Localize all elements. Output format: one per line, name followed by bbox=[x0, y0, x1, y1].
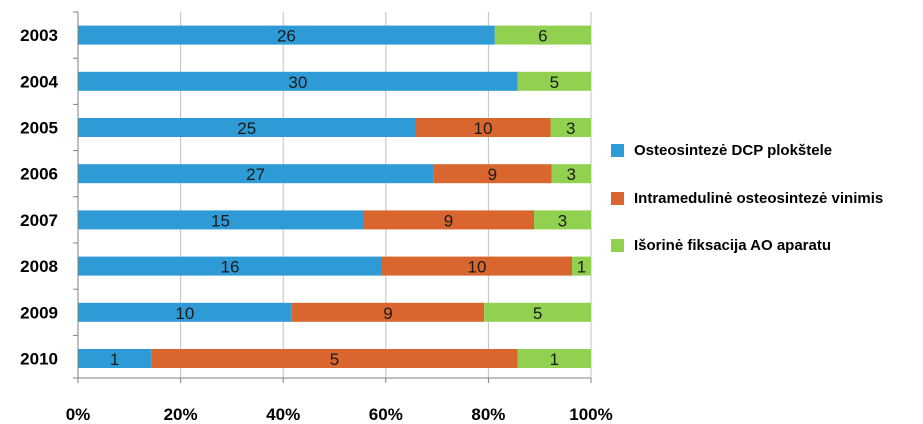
bar-2008-series-1 bbox=[382, 256, 572, 276]
legend-label-dcp: Osteosintezė DCP plokštele bbox=[634, 141, 833, 159]
legend-item-intramedular: Intramedulinė osteosintezė vinimis bbox=[611, 188, 883, 208]
legend-label-intramedular: Intramedulinė osteosintezė vinimis bbox=[634, 189, 884, 207]
bar-2005-series-1 bbox=[415, 118, 551, 137]
data-label-2004-series-2: 5 bbox=[550, 73, 559, 92]
legend-swatch-dcp bbox=[611, 143, 624, 157]
x-tick-label-1: 20% bbox=[164, 405, 198, 424]
bar-2007-series-2 bbox=[534, 210, 591, 230]
data-label-2009-series-2: 5 bbox=[533, 304, 542, 323]
y-tick-label-2006: 2006 bbox=[20, 165, 58, 184]
data-label-2003-series-0: 26 bbox=[277, 27, 296, 46]
x-tick-label-3: 60% bbox=[369, 405, 403, 424]
bars bbox=[78, 25, 591, 368]
data-label-2008-series-0: 16 bbox=[221, 258, 240, 277]
data-label-2007-series-2: 3 bbox=[558, 211, 567, 230]
legend-label-external: Išorinė fiksacija AO aparatu bbox=[634, 236, 832, 254]
bar-2004-series-0 bbox=[78, 71, 518, 91]
bar-2008-series-0 bbox=[78, 256, 382, 276]
bar-2005-series-2 bbox=[550, 118, 591, 137]
data-label-2006-series-1: 9 bbox=[488, 165, 497, 184]
axes bbox=[73, 11, 592, 383]
bar-2006-series-0 bbox=[78, 164, 434, 184]
x-tick-label-4: 80% bbox=[471, 405, 505, 424]
bar-2005-series-0 bbox=[78, 118, 416, 137]
y-tick-label-2009: 2009 bbox=[20, 303, 58, 322]
data-label-2009-series-1: 9 bbox=[383, 304, 392, 323]
bar-2006-series-2 bbox=[551, 164, 591, 184]
data-label-2003-series-2: 6 bbox=[538, 27, 547, 46]
y-tick-label-2008: 2008 bbox=[20, 257, 58, 276]
data-label-2008-series-1: 10 bbox=[468, 258, 487, 277]
data-label-2010-series-0: 1 bbox=[110, 350, 119, 369]
legend-swatch-external bbox=[611, 238, 624, 252]
bar-2010-series-0 bbox=[78, 349, 152, 368]
y-tick-label-2003: 2003 bbox=[20, 26, 58, 45]
data-label-2010-series-2: 1 bbox=[550, 350, 559, 369]
bar-2004-series-2 bbox=[517, 71, 591, 91]
data-label-2005-series-0: 25 bbox=[237, 119, 256, 138]
legend-item-external: Išorinė fiksacija AO aparatu bbox=[611, 235, 831, 255]
data-label-2005-series-1: 10 bbox=[474, 119, 493, 138]
bar-2009-series-1 bbox=[291, 302, 485, 322]
bar-2006-series-1 bbox=[433, 164, 552, 184]
y-tick-label-2005: 2005 bbox=[20, 119, 58, 138]
data-label-2004-series-0: 30 bbox=[288, 73, 307, 92]
bar-2007-series-0 bbox=[78, 210, 363, 230]
labels: 0% 20% 40% 60% 80% 100% 2003 26 6 2004 30 5 2005 25 10… bbox=[20, 26, 613, 424]
y-tick-label-2010: 2010 bbox=[20, 350, 58, 369]
legend-swatch-intramedular bbox=[611, 191, 624, 205]
bar-2003-series-0 bbox=[78, 25, 495, 45]
x-tick-label-5: 100% bbox=[569, 405, 612, 424]
data-label-2007-series-1: 9 bbox=[444, 211, 453, 230]
bar-2009-series-0 bbox=[78, 302, 292, 322]
y-tick-label-2004: 2004 bbox=[20, 72, 58, 91]
data-label-2007-series-0: 15 bbox=[211, 211, 230, 230]
bar-2010-series-1 bbox=[151, 349, 518, 368]
bar-2007-series-1 bbox=[363, 210, 534, 230]
gridlines bbox=[180, 12, 592, 378]
data-label-2006-series-0: 27 bbox=[246, 165, 265, 184]
bar-2008-series-2 bbox=[572, 256, 591, 276]
data-label-2006-series-2: 3 bbox=[567, 165, 576, 184]
x-tick-label-2: 40% bbox=[266, 405, 300, 424]
data-label-2005-series-2: 3 bbox=[566, 119, 575, 138]
data-label-2008-series-2: 1 bbox=[577, 258, 586, 277]
legend-item-dcp: Osteosintezė DCP plokštele bbox=[611, 140, 832, 160]
bar-2010-series-2 bbox=[517, 349, 591, 368]
x-tick-label-0: 0% bbox=[66, 405, 91, 424]
data-label-2009-series-0: 10 bbox=[175, 304, 194, 323]
bar-2003-series-2 bbox=[494, 25, 591, 45]
y-tick-label-2007: 2007 bbox=[20, 211, 58, 230]
bar-2009-series-2 bbox=[484, 302, 591, 322]
data-label-2010-series-1: 5 bbox=[330, 350, 339, 369]
